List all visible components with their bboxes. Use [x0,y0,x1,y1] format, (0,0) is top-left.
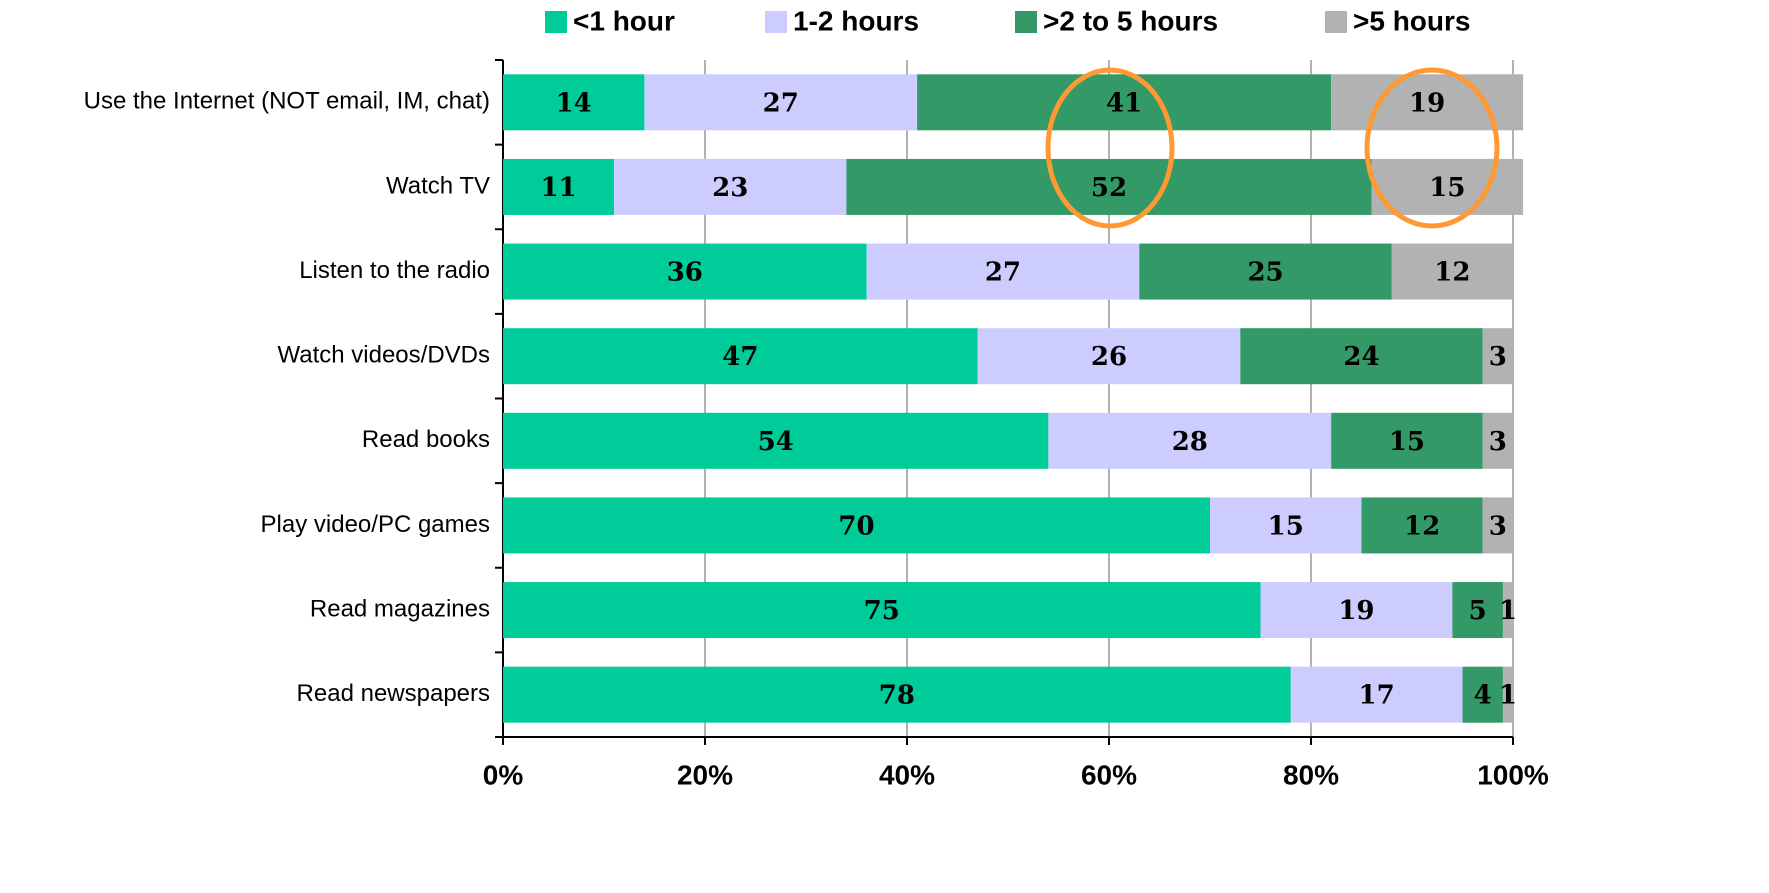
legend-label: >5 hours [1353,5,1470,36]
data-label: 3 [1489,342,1507,372]
bar-segment [1210,497,1362,554]
highlight-ellipse [1364,67,1500,229]
bar-segment [1240,328,1483,385]
legend-label: 1-2 hours [793,5,919,36]
bar-segment [1502,582,1513,639]
x-tick-label: 40% [879,759,935,790]
bar-segment [503,497,1210,554]
bar-segment [917,74,1332,131]
bar-segment [1139,243,1392,300]
category-label: Watch TV [386,172,490,199]
legend-label: <1 hour [573,5,675,36]
category-label: Listen to the radio [299,257,490,284]
legend-swatch [1015,11,1037,33]
data-label: 36 [667,258,703,288]
data-label: 12 [1404,511,1440,541]
bar-segment [1462,666,1503,723]
x-tick-label: 60% [1081,759,1137,790]
category-label: Play video/PC games [261,511,490,538]
data-label: 12 [1434,258,1470,288]
bar-segment [503,328,978,385]
data-label: 1 [1499,681,1517,711]
category-label: Read books [362,426,490,453]
data-label: 3 [1489,427,1507,457]
bar-segment [614,158,847,215]
data-label: 5 [1469,596,1487,626]
legend-swatch [1325,11,1347,33]
bar-segment [1502,666,1513,723]
x-tick-label: 0% [483,759,524,790]
category-label: Use the Internet (NOT email, IM, chat) [84,88,490,115]
data-label: 15 [1389,427,1425,457]
data-label: 19 [1409,88,1445,118]
plot-area: 0% 20% 40% 60% 80% 100% Use the Internet (NOT … [84,59,1549,790]
bar-segment [503,412,1049,469]
bar-segment [503,582,1261,639]
data-label: 25 [1247,258,1283,288]
data-label: 54 [758,427,794,457]
data-label: 17 [1359,681,1395,711]
bar-segment [866,243,1140,300]
bar-segment [977,328,1241,385]
data-label: 75 [864,596,900,626]
data-label: 15 [1429,173,1465,203]
bar-segment [846,158,1372,215]
bar-segment [1331,412,1483,469]
data-label: 23 [712,173,748,203]
data-label: 47 [722,342,758,372]
category-label: Watch videos/DVDs [277,342,490,369]
data-label: 1 [1499,596,1517,626]
bar-segment [1482,412,1513,469]
data-label: 27 [985,258,1021,288]
category-label: Read newspapers [297,680,490,707]
data-label: 4 [1474,681,1492,711]
data-label: 11 [540,173,576,203]
data-label: 78 [879,681,915,711]
legend-label: >2 to 5 hours [1043,5,1218,36]
legend-swatch [765,11,787,33]
data-label: 3 [1489,511,1507,541]
bar-segment [1361,497,1483,554]
bar-segment [1391,243,1513,300]
data-label: 24 [1343,342,1379,372]
bar-segment [1290,666,1463,723]
x-tick-label: 20% [677,759,733,790]
bar-segment [1452,582,1503,639]
data-label: 52 [1091,173,1127,203]
category-label: Read magazines [310,595,490,622]
bar-segment [1371,158,1524,215]
bar-segment [503,158,615,215]
legend-swatch [545,11,567,33]
bar-segment [503,74,645,131]
bar-segment [503,666,1291,723]
data-label: 14 [556,88,592,118]
bar-segment [1048,412,1332,469]
data-label: 15 [1268,511,1304,541]
highlight-ellipse [1045,67,1175,229]
data-label: 27 [763,88,799,118]
bar-segment [1260,582,1453,639]
x-tick-label: 80% [1283,759,1339,790]
x-tick-label: 100% [1477,759,1549,790]
data-label: 26 [1091,342,1127,372]
data-label: 19 [1338,596,1374,626]
data-label: 28 [1172,427,1208,457]
data-label: 70 [838,511,874,541]
bar-segment [503,243,867,300]
data-label: 41 [1106,88,1142,118]
bar-segment [1482,328,1513,385]
bar-segment [644,74,918,131]
bar-segment [1482,497,1513,554]
